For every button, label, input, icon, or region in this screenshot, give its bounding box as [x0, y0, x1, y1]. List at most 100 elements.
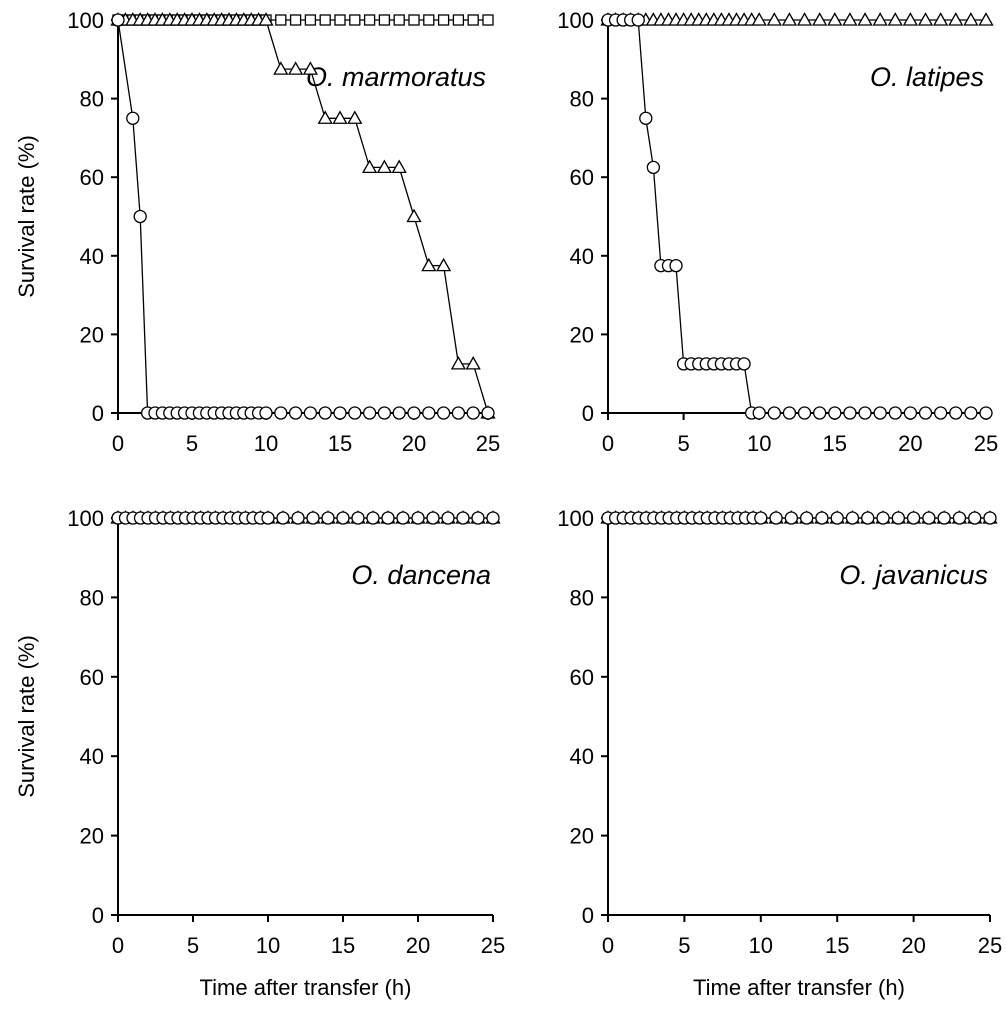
data-point-circle	[752, 406, 766, 420]
data-point-triangle	[406, 208, 422, 223]
data-point-circle	[968, 511, 982, 525]
data-point-triangle	[450, 356, 467, 370]
y-tick-label: 80	[80, 87, 104, 112]
data-point-circle	[782, 406, 797, 420]
y-tick-label: 80	[80, 585, 104, 610]
data-point-triangle	[978, 12, 994, 26]
x-axis-title: Time after transfer (h)	[200, 975, 412, 1000]
y-tick-label: 100	[67, 8, 104, 33]
x-tick-label: 15	[823, 431, 847, 456]
y-tick-label: 40	[80, 744, 104, 769]
data-point-circle	[799, 511, 814, 525]
data-point-triangle	[766, 12, 782, 26]
data-point-circle	[639, 111, 653, 125]
y-axis-title: Survival rate (%)	[14, 135, 39, 298]
data-point-circle	[797, 406, 812, 420]
data-point-triangle	[902, 12, 919, 26]
y-tick-label: 100	[557, 8, 594, 33]
data-point-circle	[303, 406, 318, 420]
data-point-circle	[426, 511, 440, 525]
data-point-circle	[830, 511, 844, 525]
x-tick-label: 5	[186, 431, 198, 456]
data-point-triangle	[361, 159, 378, 174]
data-point-circle	[366, 511, 380, 525]
data-point-square	[423, 14, 435, 26]
data-point-square	[408, 14, 420, 26]
data-point-circle	[392, 406, 406, 420]
x-tick-label: 5	[677, 431, 689, 456]
data-point-circle	[381, 511, 395, 525]
data-point-circle	[903, 406, 918, 420]
data-point-circle	[441, 511, 455, 525]
x-tick-label: 0	[602, 933, 614, 958]
data-point-circle	[769, 511, 783, 525]
y-tick-label: 0	[92, 401, 104, 426]
data-point-square	[452, 14, 465, 26]
data-point-circle	[754, 511, 768, 525]
data-point-circle	[906, 511, 921, 525]
y-tick-label: 100	[67, 506, 104, 531]
x-tick-label: 0	[602, 431, 614, 456]
data-point-triangle	[317, 110, 333, 124]
data-point-circle	[471, 511, 485, 525]
y-tick-label: 60	[80, 165, 104, 190]
x-tick-label: 15	[328, 431, 352, 456]
data-point-circle	[815, 511, 829, 525]
data-point-circle	[876, 511, 890, 525]
data-point-triangle	[948, 12, 964, 26]
data-point-triangle	[435, 257, 452, 272]
x-tick-label: 20	[898, 431, 922, 456]
data-point-square	[319, 14, 331, 26]
data-point-circle	[922, 511, 936, 525]
x-tick-label: 25	[481, 933, 505, 958]
data-point-circle	[767, 406, 781, 420]
y-tick-label: 40	[570, 244, 594, 269]
data-point-circle	[126, 111, 140, 125]
y-tick-label: 100	[557, 506, 594, 531]
data-point-circle	[321, 511, 335, 525]
data-point-circle	[333, 406, 347, 420]
data-point-circle	[451, 406, 466, 420]
data-point-circle	[481, 406, 495, 420]
data-point-triangle	[812, 12, 828, 26]
data-point-circle	[422, 406, 436, 420]
data-point-circle	[888, 406, 902, 420]
x-tick-label: 20	[406, 933, 430, 958]
data-point-triangle	[258, 12, 274, 26]
data-point-circle	[813, 406, 827, 420]
x-tick-label: 10	[747, 431, 771, 456]
x-tick-label: 20	[901, 933, 925, 958]
y-tick-label: 0	[92, 903, 104, 928]
data-point-circle	[291, 511, 305, 525]
data-point-triangle	[963, 12, 979, 26]
data-point-circle	[964, 406, 978, 420]
x-tick-label: 25	[974, 431, 998, 456]
data-point-circle	[466, 406, 480, 420]
data-point-circle	[843, 406, 857, 420]
data-point-triangle	[391, 159, 407, 174]
panel-title: O. marmoratus	[306, 62, 486, 92]
data-point-triangle	[917, 12, 934, 26]
data-point-circle	[288, 406, 303, 420]
data-point-square	[289, 14, 302, 26]
data-point-triangle	[781, 12, 798, 26]
data-point-circle	[336, 511, 350, 525]
data-point-triangle	[857, 12, 873, 26]
x-tick-label: 15	[331, 933, 355, 958]
x-tick-label: 0	[112, 933, 124, 958]
data-point-circle	[631, 13, 645, 27]
y-tick-label: 20	[80, 322, 104, 347]
data-point-circle	[861, 511, 875, 525]
data-point-triangle	[465, 356, 481, 370]
x-axis-title: Time after transfer (h)	[693, 975, 905, 1000]
data-point-triangle	[287, 61, 304, 75]
data-point-circle	[979, 406, 993, 420]
y-tick-label: 60	[80, 665, 104, 690]
data-point-circle	[276, 511, 290, 525]
y-tick-label: 80	[570, 87, 594, 112]
data-point-triangle	[751, 12, 767, 26]
y-tick-label: 20	[570, 322, 594, 347]
data-point-triangle	[347, 110, 363, 124]
data-point-circle	[669, 258, 683, 273]
